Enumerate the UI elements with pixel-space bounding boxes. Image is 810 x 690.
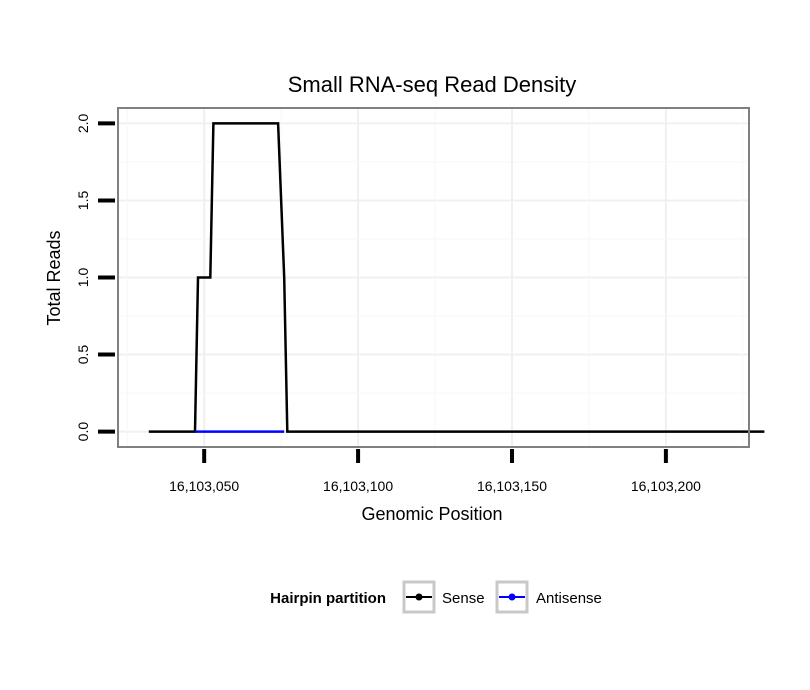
y-tick-label: 2.0 bbox=[75, 113, 91, 133]
legend-point-antisense bbox=[508, 593, 516, 601]
y-tick-label: 0.0 bbox=[75, 422, 91, 442]
axes-layer: 16,103,050 16,103,100 16,103,150 16,103,200… bbox=[75, 113, 701, 494]
x-tick-label: 16,103,100 bbox=[323, 478, 393, 494]
plot-border bbox=[117, 107, 750, 448]
series-line-sense bbox=[148, 122, 765, 433]
y-tick-label: 0.5 bbox=[75, 345, 91, 365]
chart-title: Small RNA-seq Read Density bbox=[288, 72, 577, 97]
series-layer bbox=[148, 122, 765, 433]
legend-label-antisense: Antisense bbox=[536, 590, 602, 607]
x-tick-label: 16,103,200 bbox=[631, 478, 701, 494]
x-axis-title: Genomic Position bbox=[361, 504, 502, 524]
legend-title: Hairpin partition bbox=[270, 590, 386, 607]
y-axis-title: Total Reads bbox=[44, 230, 64, 325]
x-tick-label: 16,103,150 bbox=[477, 478, 547, 494]
legend: Hairpin partition Sense Antisense bbox=[270, 580, 602, 614]
y-tick-label: 1.5 bbox=[75, 191, 91, 211]
legend-label-sense: Sense bbox=[442, 590, 485, 607]
legend-point-sense bbox=[415, 593, 423, 601]
x-tick-label: 16,103,050 bbox=[169, 478, 239, 494]
y-tick-label: 1.0 bbox=[75, 268, 91, 288]
